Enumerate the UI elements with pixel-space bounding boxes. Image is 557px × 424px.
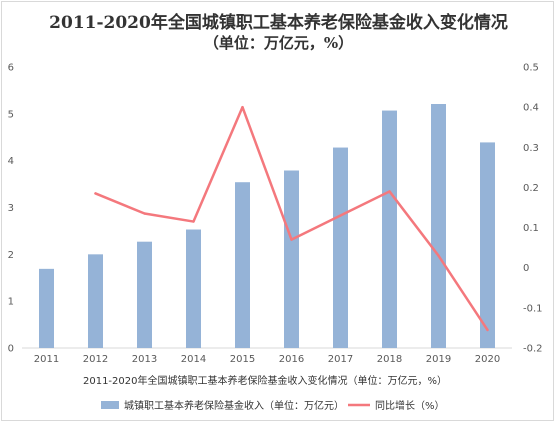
right-tick-label: 0.4 <box>523 103 539 114</box>
growth-point-2019 <box>437 254 440 257</box>
left-tick-label: 3 <box>8 203 14 214</box>
chart-title: 2011-2020年全国城镇职工基本养老保险基金收入变化情况 <box>49 13 508 33</box>
bar-2011 <box>39 268 54 348</box>
growth-point-2012 <box>94 192 97 195</box>
left-tick-label: 2 <box>8 250 14 261</box>
right-tick-label: -0.2 <box>523 344 543 355</box>
left-tick-label: 6 <box>8 63 14 74</box>
x-tick-label: 2015 <box>230 354 255 365</box>
x-tick-label: 2018 <box>377 354 402 365</box>
growth-line-series <box>94 105 489 332</box>
right-tick-label: 0.1 <box>523 223 539 234</box>
legend-label-growth: 同比增长（%） <box>375 399 445 412</box>
left-tick-label: 5 <box>8 109 14 120</box>
left-tick-label: 0 <box>8 344 14 355</box>
right-tick-label: -0.1 <box>523 303 543 314</box>
legend-swatch-income <box>101 401 119 409</box>
left-axis-ticks: 0 1 2 3 4 5 6 <box>8 63 14 355</box>
right-tick-label: 0.3 <box>523 143 539 154</box>
x-tick-label: 2011 <box>34 354 59 365</box>
right-tick-label: 0 <box>523 263 529 274</box>
x-tick-label: 2020 <box>475 354 500 365</box>
right-tick-label: 0.2 <box>523 183 539 194</box>
left-tick-label: 1 <box>8 297 14 308</box>
x-tick-label: 2019 <box>426 354 451 365</box>
bar-2020 <box>480 142 495 348</box>
left-tick-label: 4 <box>8 156 14 167</box>
right-tick-label: 0.5 <box>523 63 539 74</box>
bar-2016 <box>284 170 299 348</box>
growth-point-2015 <box>241 105 244 109</box>
growth-point-2013 <box>143 212 146 215</box>
legend-label-income: 城镇职工基本养老保险基金收入（单位：万亿元） <box>124 399 344 412</box>
x-tick-label: 2013 <box>132 354 157 365</box>
bar-2019 <box>431 103 446 348</box>
x-tick-label: 2014 <box>181 354 206 365</box>
x-tick-label: 2016 <box>279 354 304 365</box>
legend: 城镇职工基本养老保险基金收入（单位：万亿元） 同比增长（%） <box>101 399 445 412</box>
bar-2014 <box>186 229 201 348</box>
growth-point-2016 <box>290 238 293 241</box>
bar-series <box>39 103 495 349</box>
bar-2017 <box>333 147 348 348</box>
bar-2018 <box>382 110 397 349</box>
bar-2012 <box>88 254 103 348</box>
bar-2015 <box>235 182 250 348</box>
growth-point-2020 <box>486 328 489 332</box>
bar-2013 <box>137 241 152 348</box>
x-tick-label: 2012 <box>83 354 108 365</box>
chart-subtitle: （单位：万亿元，%） <box>203 34 354 52</box>
growth-point-2017 <box>339 214 342 217</box>
x-axis-ticks: 2011 2012 2013 2014 2015 2016 2017 2018 2019 2020 <box>34 354 500 365</box>
growth-point-2014 <box>192 220 195 223</box>
growth-point-2018 <box>388 190 391 193</box>
right-axis-ticks: -0.2 -0.1 0 0.1 0.2 0.3 0.4 0.5 <box>523 63 543 355</box>
x-tick-label: 2017 <box>328 354 353 365</box>
x-axis-title: 2011-2020年全国城镇职工基本养老保险基金收入变化情况（单位：万亿元，%） <box>83 374 447 387</box>
